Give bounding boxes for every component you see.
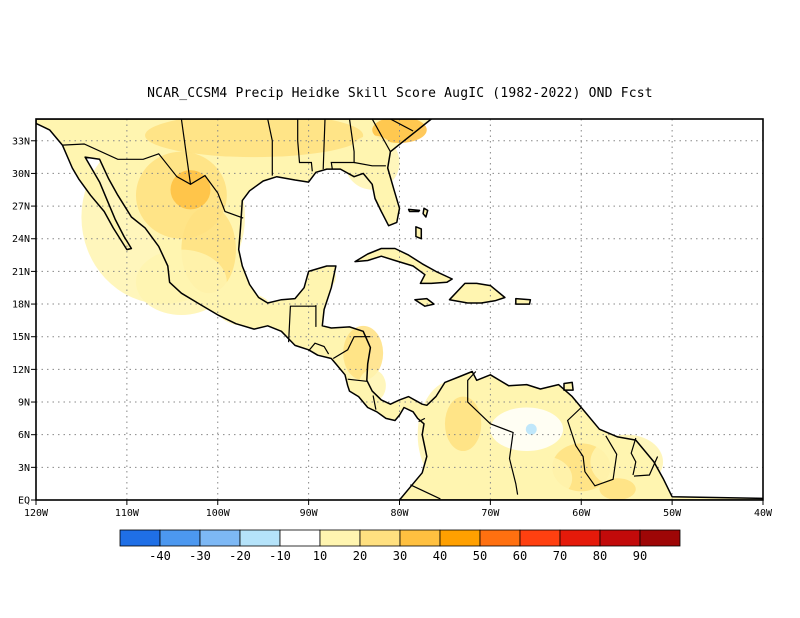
colorbar-label: 40 xyxy=(433,549,447,563)
colorbar-label: 50 xyxy=(473,549,487,563)
skill-patch xyxy=(525,423,537,435)
political-border xyxy=(371,119,391,152)
colorbar-swatch xyxy=(199,529,241,547)
coastline-hispaniola xyxy=(448,282,506,304)
x-tick-label: 90W xyxy=(300,508,319,519)
coastline-trinidad xyxy=(563,381,574,391)
colorbar-swatch xyxy=(119,529,161,547)
y-tick-label: 21N xyxy=(12,267,30,278)
colorbar-label: 80 xyxy=(593,549,607,563)
x-tick-label: 60W xyxy=(572,508,591,519)
y-tick-label: 33N xyxy=(12,136,30,147)
y-tick-label: 27N xyxy=(12,202,30,213)
x-tick-label: 70W xyxy=(481,508,500,519)
political-border xyxy=(633,456,659,477)
colorbar-swatch xyxy=(279,529,321,547)
x-tick-label: 110W xyxy=(115,508,140,519)
colorbar-label: 70 xyxy=(553,549,567,563)
coastline-cuba xyxy=(354,247,453,285)
skill-patch xyxy=(135,249,227,315)
colorbar-swatch xyxy=(399,529,441,547)
colorbar-swatch xyxy=(599,529,641,547)
skill-patch xyxy=(599,478,636,500)
y-tick-label: 3N xyxy=(18,463,30,474)
colorbar-swatch xyxy=(519,529,561,547)
y-tick-label: 24N xyxy=(12,234,30,245)
colorbar-swatch xyxy=(639,529,681,547)
x-tick-label: 40W xyxy=(754,508,773,519)
political-border xyxy=(62,143,244,219)
political-border xyxy=(288,305,316,343)
skill-patch xyxy=(517,456,573,500)
coastline-bahamas-gbi xyxy=(407,208,421,213)
y-tick-label: 6N xyxy=(18,430,30,441)
colorbar-label: -30 xyxy=(189,549,211,563)
colorbar-label: -10 xyxy=(269,549,291,563)
coastline-jamaica xyxy=(414,297,435,307)
colorbar-label: 10 xyxy=(313,549,327,563)
coastline-bahamas-abaco xyxy=(422,207,429,218)
map-title: NCAR_CCSM4 Precip Heidke Skill Score Aug… xyxy=(147,86,653,101)
colorbar-label: -40 xyxy=(149,549,171,563)
political-border xyxy=(467,371,519,495)
colorbar-label: 90 xyxy=(633,549,647,563)
skill-patch xyxy=(170,170,211,210)
colorbar-swatch xyxy=(319,529,361,547)
skill-patch xyxy=(217,293,273,326)
skill-patch xyxy=(444,396,482,452)
y-tick-label: EQ xyxy=(18,496,30,507)
colorbar-label: 60 xyxy=(513,549,527,563)
political-border xyxy=(566,407,618,487)
colorbar-swatch xyxy=(439,529,481,547)
y-tick-label: 9N xyxy=(18,398,30,409)
y-tick-label: 18N xyxy=(12,300,30,311)
colorbar-swatch xyxy=(159,529,201,547)
x-tick-label: 120W xyxy=(24,508,49,519)
political-border xyxy=(372,395,377,410)
colorbar-swatch xyxy=(359,529,401,547)
land-cuba xyxy=(355,248,453,284)
coastline-puerto-rico xyxy=(515,297,532,305)
political-border xyxy=(322,119,326,170)
political-border xyxy=(347,378,367,382)
political-border xyxy=(418,417,426,423)
y-tick-label: 30N xyxy=(12,169,30,180)
coastline-north-america-mexico xyxy=(36,119,763,500)
political-border xyxy=(297,119,313,172)
land-bahamas-andros xyxy=(415,226,422,239)
land-trinidad xyxy=(564,382,574,391)
political-border xyxy=(308,342,330,355)
skill-patch xyxy=(145,119,364,158)
x-tick-label: 80W xyxy=(390,508,409,519)
political-border xyxy=(353,161,386,167)
colorbar-label: 30 xyxy=(393,549,407,563)
y-tick-label: 15N xyxy=(12,332,30,343)
colorbar-label: 20 xyxy=(353,549,367,563)
political-border xyxy=(630,437,637,476)
political-border xyxy=(332,336,371,360)
skill-patch xyxy=(358,369,386,403)
political-border xyxy=(180,119,192,185)
colorbar-swatch xyxy=(239,529,281,547)
political-border xyxy=(410,484,441,500)
colorbar-swatch xyxy=(559,529,601,547)
political-border xyxy=(390,119,414,132)
coastline-bahamas-andros xyxy=(415,226,423,240)
skill-patch xyxy=(344,135,400,190)
y-tick-label: 12N xyxy=(12,365,30,376)
x-tick-label: 100W xyxy=(206,508,231,519)
political-border xyxy=(267,119,273,176)
colorbar-label: -20 xyxy=(229,549,251,563)
colorbar-swatch xyxy=(479,529,521,547)
x-tick-label: 50W xyxy=(663,508,682,519)
land-hispaniola xyxy=(449,283,505,303)
